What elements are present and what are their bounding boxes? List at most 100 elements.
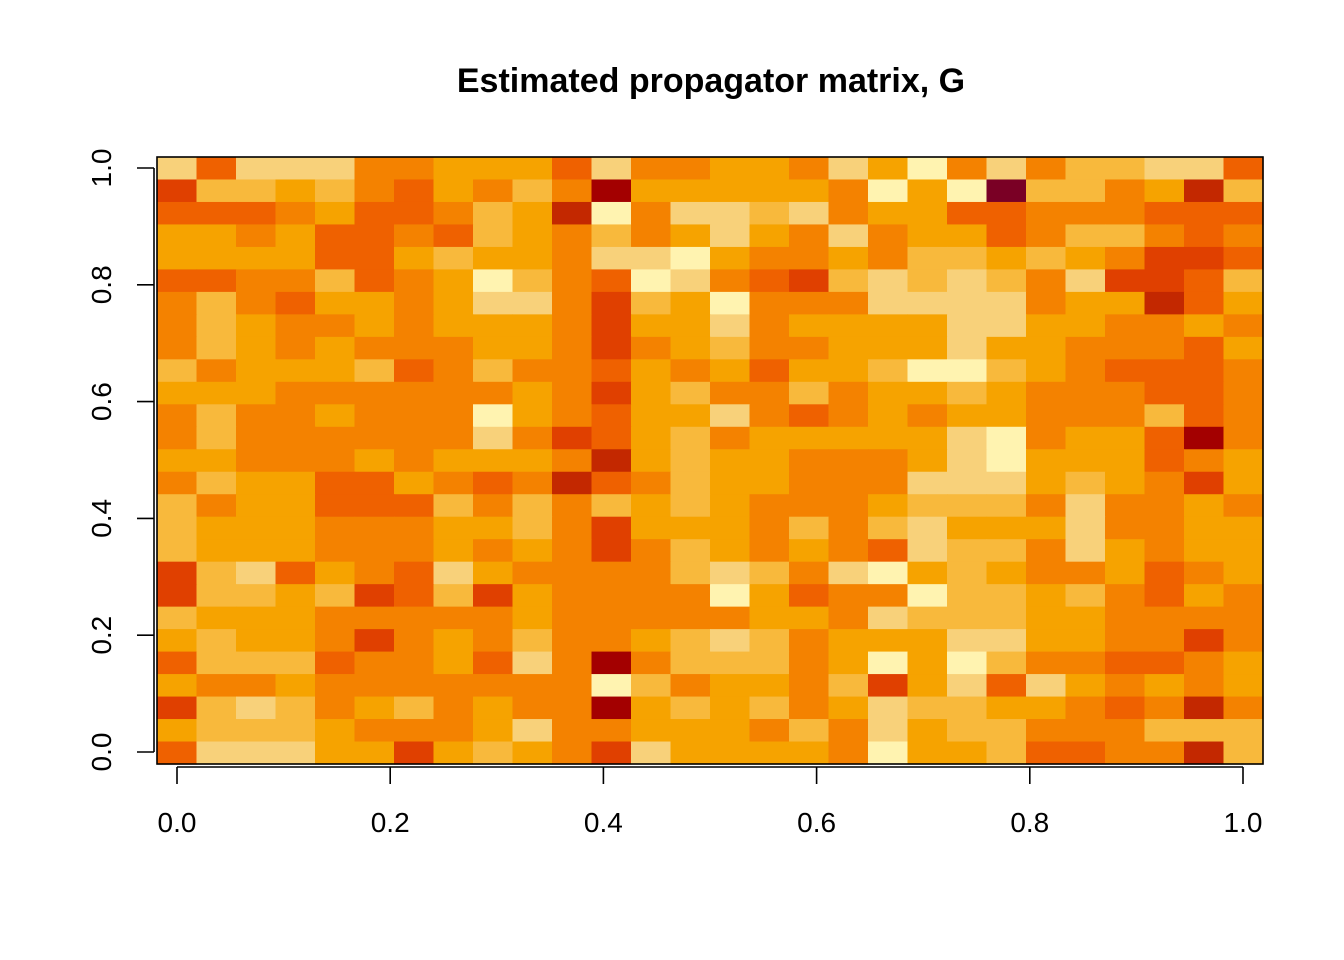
heatmap-cell	[789, 696, 830, 720]
heatmap-cell	[670, 516, 711, 540]
heatmap-cell	[433, 449, 474, 473]
heatmap-cell	[512, 157, 553, 181]
heatmap-cell	[196, 404, 237, 428]
heatmap-cell	[670, 404, 711, 428]
heatmap-cell	[354, 584, 395, 608]
heatmap-cell	[828, 314, 869, 338]
heatmap-cell	[315, 584, 356, 608]
heatmap-cell	[1026, 157, 1067, 181]
heatmap-cell	[670, 314, 711, 338]
heatmap-cell	[947, 381, 988, 405]
heatmap-cell	[947, 359, 988, 383]
heatmap-cell	[947, 561, 988, 585]
heatmap-cell	[196, 426, 237, 450]
heatmap-cell	[749, 674, 790, 698]
heatmap-cell	[828, 201, 869, 226]
heatmap-cell	[354, 719, 395, 743]
heatmap-cell	[1144, 741, 1185, 765]
heatmap-cell	[986, 179, 1027, 203]
heatmap-cell	[315, 606, 356, 630]
heatmap-cell	[907, 336, 948, 360]
heatmap-cell	[1065, 516, 1106, 540]
heatmap-cell	[1223, 719, 1264, 743]
heatmap-cell	[512, 741, 553, 765]
heatmap-cell	[710, 539, 751, 563]
heatmap-cell	[986, 539, 1027, 563]
heatmap-cell	[1223, 157, 1264, 181]
x-tick-label: 0.8	[1010, 807, 1049, 838]
heatmap-cell	[433, 741, 474, 765]
heatmap-cell	[591, 539, 632, 563]
heatmap-cell	[710, 719, 751, 743]
heatmap-cell	[394, 404, 435, 428]
heatmap-cell	[1223, 561, 1264, 585]
heatmap-cell	[986, 336, 1027, 360]
heatmap-cell	[394, 539, 435, 563]
heatmap-cell	[1184, 314, 1225, 338]
heatmap-cell	[157, 651, 198, 675]
heatmap-cell	[868, 561, 909, 585]
x-axis: 0.0 0.2 0.4 0.6 0.8 1.0	[158, 766, 1262, 838]
heatmap-cell	[828, 179, 869, 203]
heatmap-cell	[710, 246, 751, 271]
heatmap-cell	[1144, 157, 1185, 181]
heatmap-cell	[473, 539, 514, 563]
heatmap-cell	[1026, 674, 1067, 698]
heatmap-cell	[315, 516, 356, 540]
heatmap-cell	[354, 516, 395, 540]
heatmap-cell	[907, 179, 948, 203]
heatmap-cell	[1223, 336, 1264, 360]
heatmap-cell	[789, 674, 830, 698]
heatmap-cell	[433, 291, 474, 315]
heatmap-cell	[354, 291, 395, 315]
heatmap-cell	[1026, 696, 1067, 720]
heatmap-cell	[236, 381, 277, 405]
heatmap-cell	[157, 719, 198, 743]
heatmap-cell	[749, 494, 790, 518]
heatmap-cell	[789, 719, 830, 743]
heatmap-cell	[196, 719, 237, 743]
x-tick-label: 0.2	[371, 807, 410, 838]
heatmap-cell	[275, 224, 316, 248]
heatmap-cell	[196, 741, 237, 765]
heatmap-cell	[552, 674, 593, 698]
heatmap-cell	[670, 201, 711, 226]
heatmap-cell	[512, 606, 553, 630]
heatmap-cell	[354, 404, 395, 428]
heatmap-cell	[1105, 471, 1146, 495]
heatmap-cell	[236, 584, 277, 608]
heatmap-cell	[1065, 719, 1106, 743]
heatmap-cell	[631, 179, 672, 203]
heatmap-cell	[354, 359, 395, 383]
heatmap-cell	[552, 719, 593, 743]
heatmap-cell	[789, 269, 830, 293]
heatmap-cell	[986, 606, 1027, 630]
heatmap-cell	[552, 246, 593, 271]
heatmap-cell	[1223, 201, 1264, 226]
heatmap-cell	[512, 494, 553, 518]
heatmap-cell	[275, 314, 316, 338]
heatmap-cell	[947, 494, 988, 518]
heatmap-cell	[947, 741, 988, 765]
heatmap-cell	[1065, 494, 1106, 518]
heatmap-cell	[749, 246, 790, 271]
heatmap-cell	[315, 224, 356, 248]
heatmap-cell	[473, 314, 514, 338]
heatmap-cell	[196, 696, 237, 720]
heatmap-cell	[433, 336, 474, 360]
heatmap-cell	[1105, 336, 1146, 360]
heatmap-cell	[512, 674, 553, 698]
heatmap-cell	[591, 674, 632, 698]
heatmap-cell	[394, 719, 435, 743]
heatmap-cell	[512, 651, 553, 675]
heatmap-cell	[315, 561, 356, 585]
heatmap-cell	[828, 674, 869, 698]
heatmap-cell	[986, 516, 1027, 540]
heatmap-cell	[275, 674, 316, 698]
heatmap-cell	[710, 224, 751, 248]
heatmap-cell	[868, 516, 909, 540]
heatmap-cell	[1105, 246, 1146, 271]
heatmap-cell	[394, 314, 435, 338]
heatmap-cell	[394, 606, 435, 630]
heatmap-cell	[710, 179, 751, 203]
